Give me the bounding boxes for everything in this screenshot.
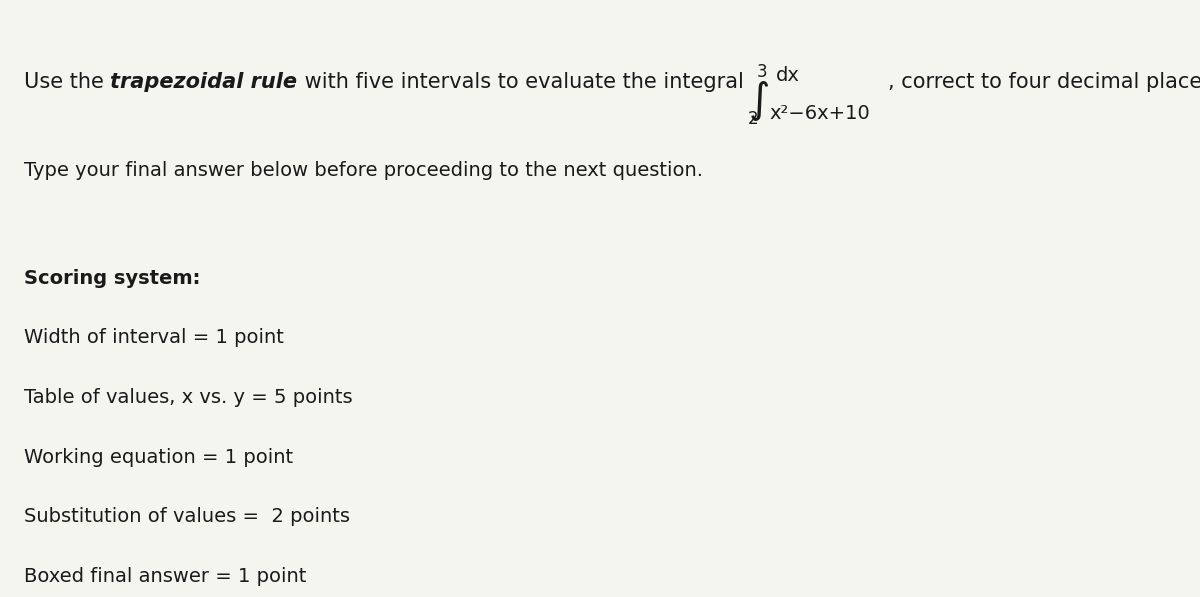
Text: Table of values, x vs. y = 5 points: Table of values, x vs. y = 5 points bbox=[24, 388, 353, 407]
Text: Boxed final answer = 1 point: Boxed final answer = 1 point bbox=[24, 567, 306, 586]
Text: 2: 2 bbox=[748, 110, 758, 128]
Text: Type your final answer below before proceeding to the next question.: Type your final answer below before proc… bbox=[24, 161, 703, 180]
Text: 3: 3 bbox=[757, 63, 768, 81]
Text: dx: dx bbox=[775, 66, 799, 85]
Text: $\int$: $\int$ bbox=[748, 78, 768, 122]
Text: Scoring system:: Scoring system: bbox=[24, 269, 200, 288]
Text: x²−6x+10: x²−6x+10 bbox=[769, 104, 870, 124]
Text: Substitution of values =  2 points: Substitution of values = 2 points bbox=[24, 507, 350, 527]
Text: , correct to four decimal places.: , correct to four decimal places. bbox=[888, 72, 1200, 92]
Text: with five intervals to evaluate the integral: with five intervals to evaluate the inte… bbox=[298, 72, 748, 92]
Text: Width of interval = 1 point: Width of interval = 1 point bbox=[24, 328, 284, 347]
Text: trapezoidal rule: trapezoidal rule bbox=[110, 72, 298, 92]
Text: Use the: Use the bbox=[24, 72, 110, 92]
Text: Working equation = 1 point: Working equation = 1 point bbox=[24, 448, 293, 467]
